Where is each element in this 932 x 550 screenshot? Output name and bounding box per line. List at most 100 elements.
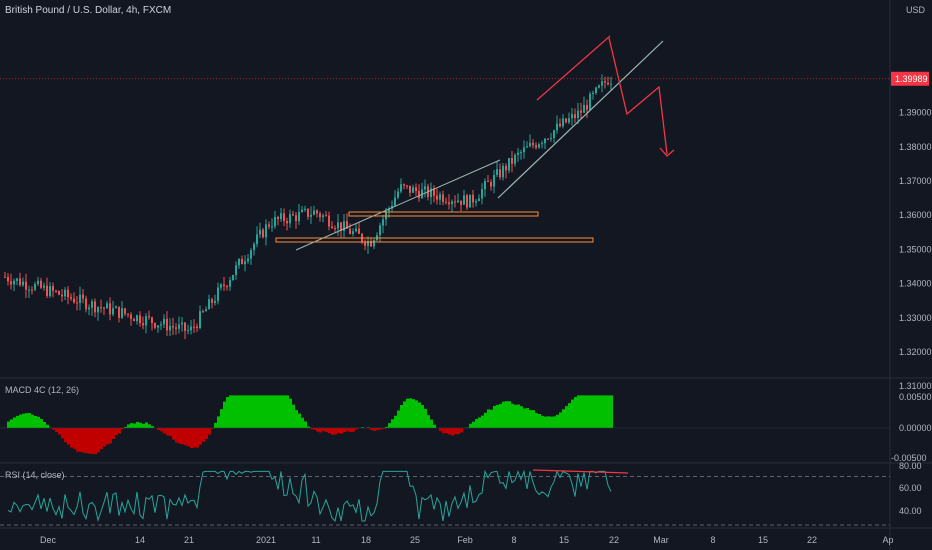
macd-bar — [82, 428, 85, 453]
candle-body — [472, 194, 474, 203]
macd-bar — [445, 428, 448, 434]
macd-bar — [583, 395, 586, 428]
macd-histogram — [0, 395, 890, 455]
candle-body — [301, 209, 303, 212]
candle-body — [571, 114, 573, 119]
macd-bar — [250, 395, 253, 428]
candle-body — [190, 326, 192, 331]
macd-bar — [370, 428, 373, 431]
candle-body — [385, 211, 387, 220]
macd-bar — [118, 428, 121, 434]
candle-body — [253, 244, 255, 251]
macd-bar — [55, 428, 58, 432]
macd-bar — [121, 428, 124, 430]
candle-body — [25, 281, 27, 290]
macd-bar — [88, 428, 91, 454]
macd-bar — [466, 427, 469, 428]
candle-body — [445, 201, 447, 203]
macd-bar — [184, 428, 187, 446]
candle-body — [610, 83, 612, 85]
macd-bar — [403, 401, 406, 428]
candle-body — [142, 323, 144, 326]
drawings[interactable] — [0, 35, 890, 474]
candle-body — [139, 315, 141, 324]
macd-bar — [379, 428, 382, 430]
currency-label: USD — [906, 5, 926, 15]
candle-body — [256, 234, 258, 245]
candle-body — [496, 169, 498, 176]
macd-bar — [322, 428, 325, 432]
candle-body — [112, 308, 114, 315]
candle-body — [373, 240, 375, 247]
macd-bar — [508, 401, 511, 428]
macd-bar — [139, 422, 142, 428]
candle-body — [274, 216, 276, 227]
candle-body — [442, 194, 444, 202]
candle-body — [43, 285, 45, 288]
macd-bar — [241, 395, 244, 428]
macd-tick-label: 0.00000 — [899, 423, 932, 433]
candle-body — [169, 326, 171, 331]
macd-bar — [550, 416, 553, 428]
macd-bar — [70, 428, 73, 448]
macd-bar — [85, 428, 88, 454]
macd-bar — [112, 428, 115, 439]
macd-bar — [67, 428, 70, 445]
candle-body — [415, 187, 417, 192]
candle-body — [538, 144, 540, 148]
candle-body — [382, 219, 384, 226]
macd-bar — [547, 416, 550, 428]
macd-bar — [52, 428, 55, 430]
macd-bar — [487, 409, 490, 428]
candle-body — [334, 228, 336, 230]
macd-bar — [19, 414, 22, 428]
macd-bar — [109, 428, 112, 444]
macd-bar — [79, 428, 82, 452]
candle-body — [160, 324, 162, 326]
macd-bar — [334, 428, 337, 435]
candle-body — [463, 195, 465, 205]
time-axis-label: 15 — [758, 535, 768, 545]
macd-bar — [469, 423, 472, 428]
support-zone-upper — [348, 211, 539, 217]
macd-bar — [259, 395, 262, 428]
candle-body — [340, 222, 342, 231]
macd-bar — [46, 424, 49, 428]
candle-body — [583, 104, 585, 113]
candle-body — [460, 200, 462, 205]
macd-bar — [580, 395, 583, 428]
macd-bar — [265, 395, 268, 428]
candle-body — [22, 281, 24, 286]
macd-bar — [451, 428, 454, 436]
price-tick-label: 1.36000 — [899, 210, 932, 220]
macd-bar — [520, 406, 523, 428]
candle-body — [196, 326, 198, 329]
macd-bar — [313, 428, 316, 430]
macd-bar — [181, 428, 184, 445]
candle-body — [553, 130, 555, 138]
candle-body — [232, 274, 234, 281]
time-axis-label: Dec — [40, 535, 57, 545]
candle-body — [118, 306, 120, 318]
candle-body — [247, 258, 249, 262]
macd-bar — [388, 423, 391, 428]
macd-bar — [496, 404, 499, 428]
macd-bar — [532, 410, 535, 428]
macd-bar — [553, 416, 556, 428]
rsi-series-line — [7, 469, 612, 523]
macd-bar — [460, 428, 463, 433]
candle-body — [175, 327, 177, 329]
macd-bar — [328, 428, 331, 434]
macd-bar — [136, 421, 139, 428]
macd-bar — [298, 413, 301, 428]
macd-bar — [319, 428, 322, 433]
candle-body — [454, 201, 456, 203]
candle-body — [271, 226, 273, 228]
candle-body — [409, 185, 411, 193]
macd-bar — [280, 395, 283, 428]
macd-bar — [28, 413, 31, 428]
macd-bar — [397, 410, 400, 428]
candle-body — [283, 213, 285, 222]
